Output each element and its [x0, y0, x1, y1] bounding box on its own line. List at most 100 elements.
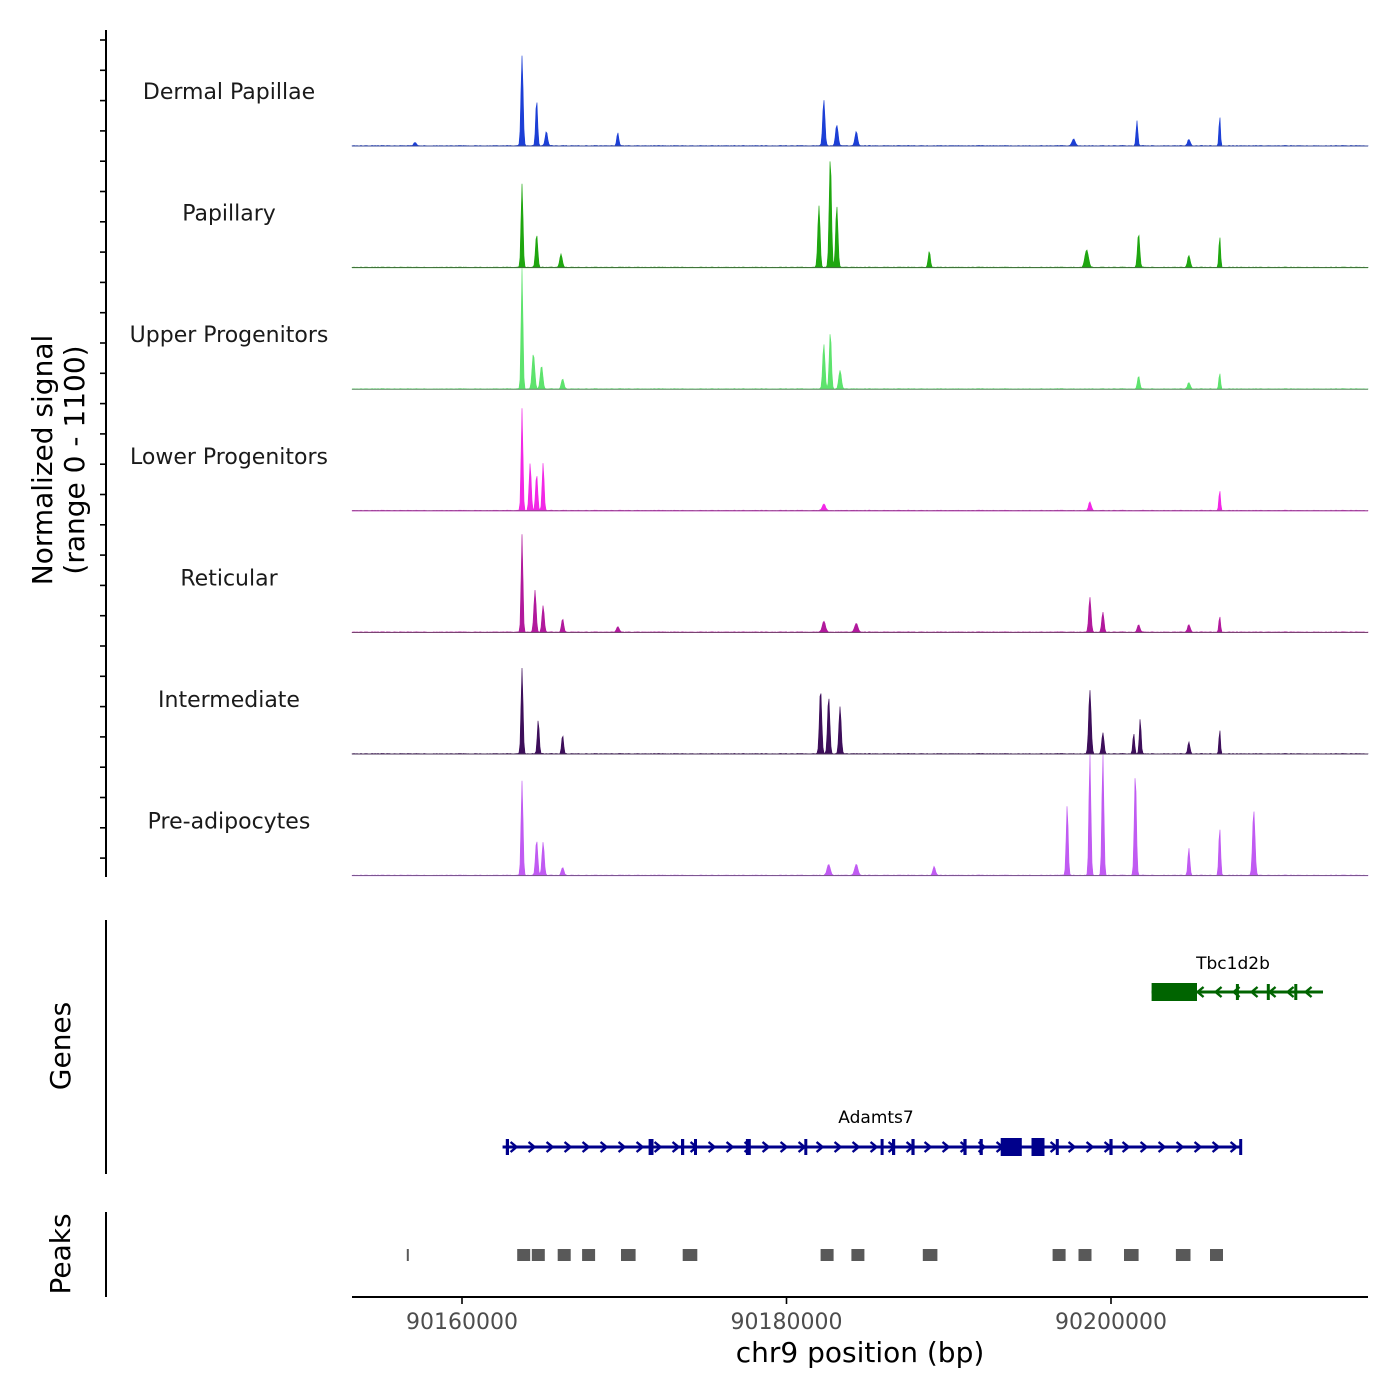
strand-arrow: [941, 1141, 951, 1153]
strand-arrow: [815, 1141, 825, 1153]
strand-arrow: [1249, 986, 1259, 998]
gene-exon: [1109, 1139, 1113, 1155]
strand-arrow: [923, 1141, 933, 1153]
gene-exon: [911, 1139, 915, 1155]
strand-arrow: [707, 1141, 717, 1153]
strand-arrow: [1285, 986, 1295, 998]
peak-region: [1124, 1249, 1139, 1261]
peak-region: [621, 1249, 636, 1261]
strand-arrow: [779, 1141, 789, 1153]
signal-track: Upper Progenitors: [130, 268, 1369, 390]
strand-arrow: [833, 1141, 843, 1153]
gene-model: Adamts7: [502, 1108, 1243, 1156]
strand-arrow: [725, 1141, 735, 1153]
track-label: Lower Progenitors: [130, 445, 328, 470]
signal-area: [351, 268, 1369, 390]
gene-name-label: Tbc1d2b: [1195, 954, 1270, 974]
strand-arrow: [599, 1141, 609, 1153]
strand-arrow: [671, 1141, 681, 1153]
peak-region: [1210, 1249, 1223, 1261]
signal-area: [351, 161, 1369, 268]
peak-region: [582, 1249, 596, 1261]
gene-exon: [694, 1139, 697, 1155]
signal-track: Dermal Papillae: [143, 55, 1369, 147]
strand-arrow: [1121, 1141, 1131, 1153]
strand-arrow: [635, 1141, 645, 1153]
x-axis: 90160000 90180000 90200000: [352, 1296, 1368, 1335]
strand-arrow: [1175, 1141, 1185, 1153]
peak-region: [922, 1249, 938, 1261]
strand-arrow: [1193, 1141, 1203, 1153]
gene-exon: [1031, 1138, 1045, 1156]
gene-exon: [681, 1139, 685, 1155]
peak-region: [517, 1249, 531, 1261]
signal-track: Pre-adipocytes: [148, 754, 1369, 877]
gene-model: Tbc1d2b: [1151, 954, 1323, 1001]
gene-exon: [1000, 1138, 1022, 1156]
y-axis-title-line1: Normalized signal: [26, 335, 59, 586]
strand-arrow: [851, 1141, 861, 1153]
gene-exon: [979, 1139, 983, 1155]
gene-exon: [1239, 1139, 1243, 1155]
genes-panel: Tbc1d2b Adamts7: [105, 920, 1323, 1174]
track-label: Papillary: [182, 202, 276, 227]
strand-arrow: [563, 1141, 573, 1153]
peak-region: [1175, 1249, 1191, 1261]
peak-region: [557, 1249, 571, 1261]
gene-name-label: Adamts7: [838, 1108, 913, 1128]
track-label: Upper Progenitors: [130, 323, 329, 348]
gene-exon: [1151, 983, 1197, 1001]
track-label: Intermediate: [158, 688, 300, 713]
track-label: Reticular: [180, 566, 278, 591]
genes-panel-label: Genes: [44, 1002, 77, 1090]
gene-exon: [648, 1139, 654, 1155]
peaks-panel-label: Peaks: [44, 1213, 77, 1294]
strand-arrow: [1139, 1141, 1149, 1153]
track-label: Pre-adipocytes: [148, 810, 311, 835]
strand-arrow: [1085, 1141, 1095, 1153]
strand-arrow: [1067, 1141, 1077, 1153]
strand-arrow: [545, 1141, 555, 1153]
signal-track: Papillary: [182, 161, 1369, 269]
gene-exon: [505, 1139, 509, 1155]
x-axis-title: chr9 position (bp): [736, 1336, 985, 1369]
peak-region: [1052, 1249, 1066, 1261]
strand-arrow: [617, 1141, 627, 1153]
peak-region: [820, 1249, 834, 1261]
strand-arrow: [1213, 986, 1223, 998]
strand-arrow: [1195, 986, 1205, 998]
signal-area: [351, 408, 1369, 512]
peak-region: [406, 1249, 409, 1261]
peak-region: [682, 1249, 698, 1261]
x-tick-label: 90200000: [1055, 1310, 1167, 1335]
signal-track: Lower Progenitors: [130, 408, 1369, 512]
strand-arrow: [653, 1141, 663, 1153]
strand-arrow: [1229, 1141, 1239, 1153]
strand-arrow: [509, 1141, 519, 1153]
strand-arrow: [869, 1141, 879, 1153]
gene-exon: [1055, 1139, 1059, 1155]
gene-exon: [1235, 984, 1239, 1000]
x-tick-label: 90180000: [731, 1310, 843, 1335]
peak-region: [531, 1249, 545, 1261]
signal-area: [351, 667, 1369, 755]
gene-exon: [804, 1139, 808, 1155]
gene-exon: [892, 1139, 896, 1155]
peaks-panel: [105, 1212, 1223, 1297]
strand-arrow: [527, 1141, 537, 1153]
signal-track: Reticular: [180, 534, 1369, 633]
strand-arrow: [1303, 986, 1313, 998]
signal-panel: Dermal Papillae Papillary Upper Progenitor…: [100, 30, 1369, 877]
peak-region: [851, 1249, 865, 1261]
gene-exon: [1266, 984, 1270, 1000]
signal-area: [351, 534, 1369, 633]
signal-area: [351, 754, 1369, 876]
gene-exon: [880, 1139, 884, 1155]
x-tick-label: 90160000: [406, 1310, 518, 1335]
strand-arrow: [581, 1141, 591, 1153]
signal-area: [351, 55, 1369, 147]
strand-arrow: [1157, 1141, 1167, 1153]
strand-arrow: [761, 1141, 771, 1153]
strand-arrow: [1211, 1141, 1221, 1153]
